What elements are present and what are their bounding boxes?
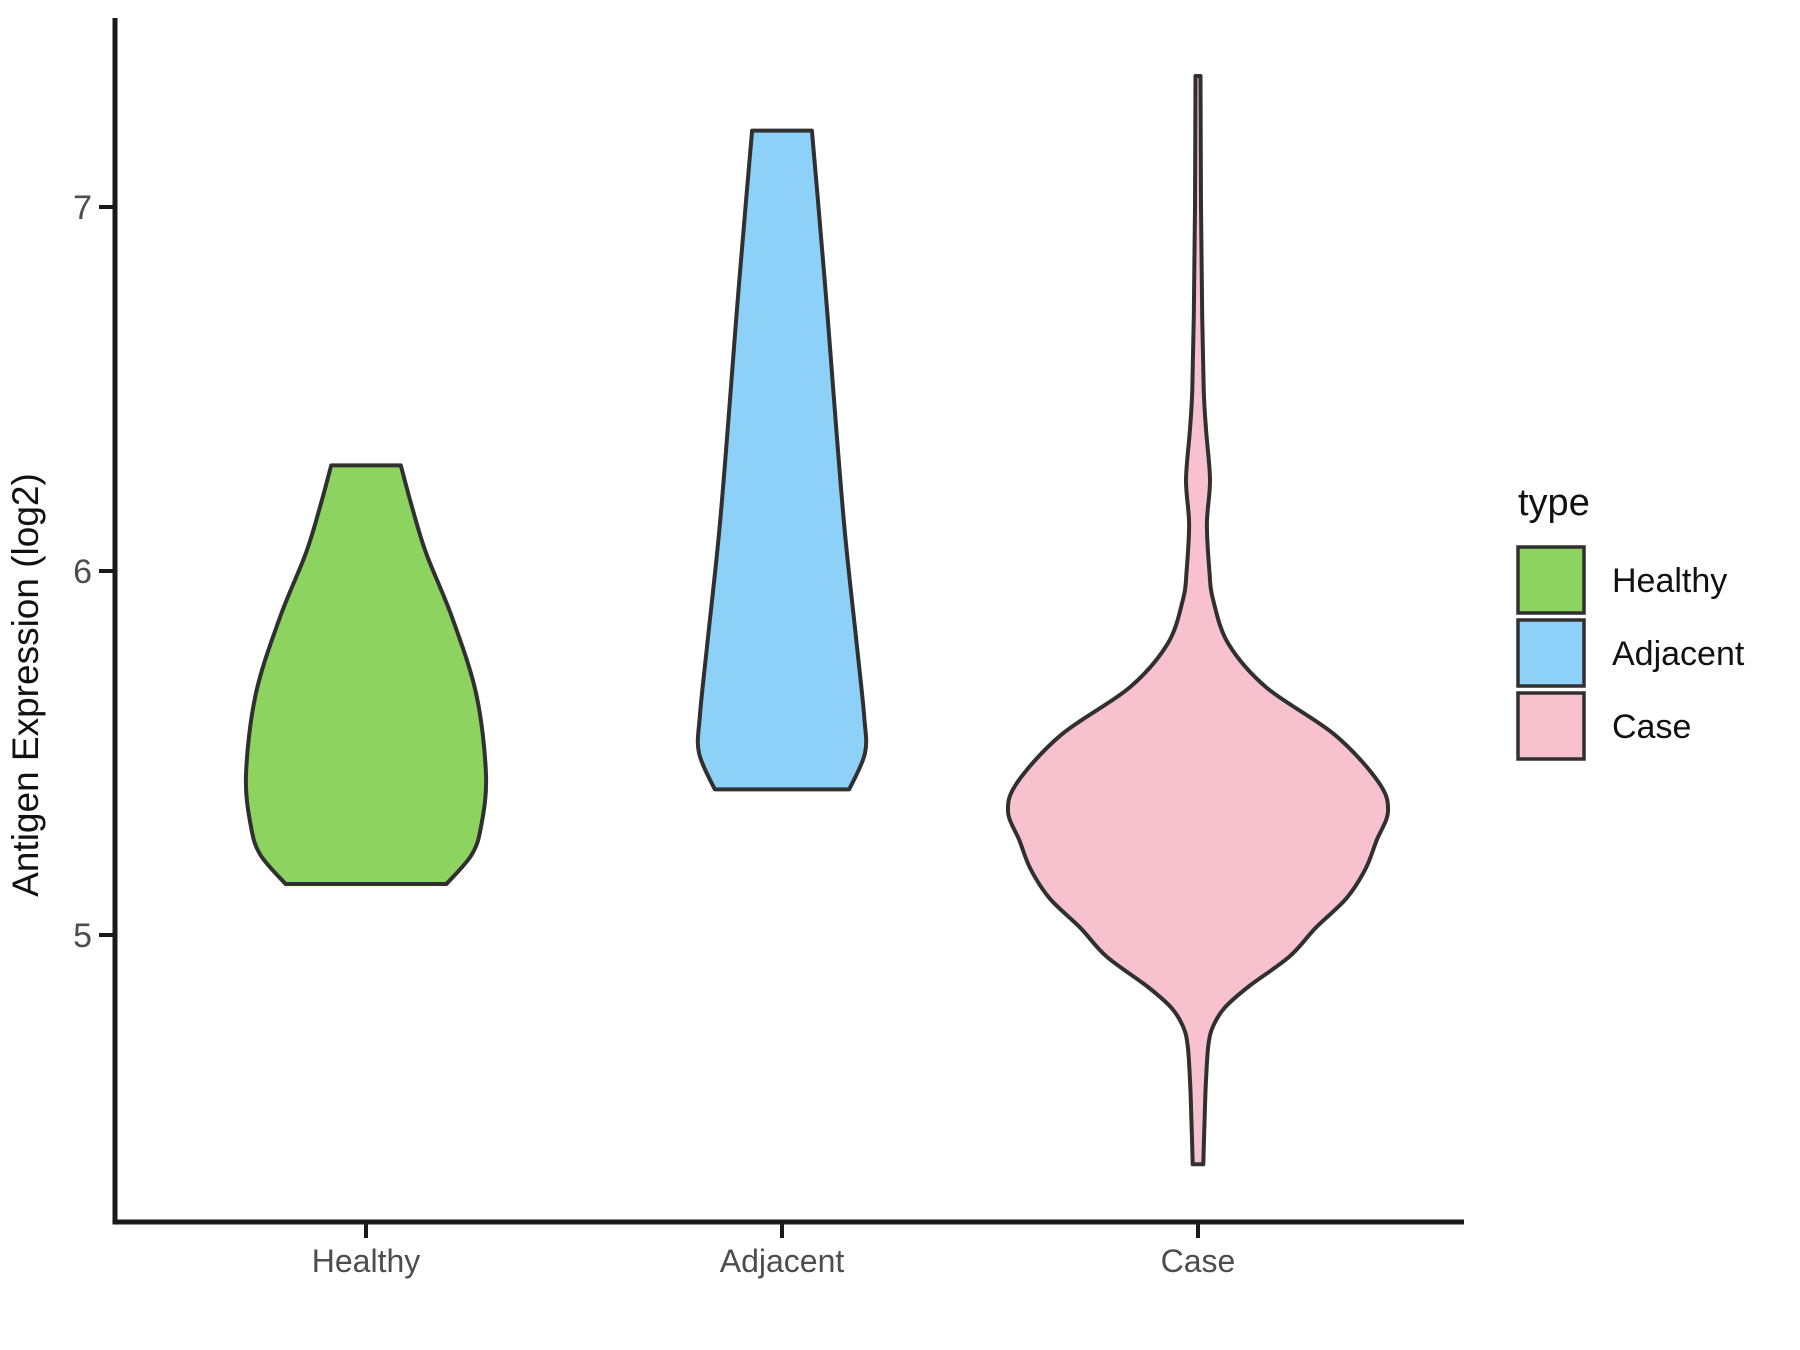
legend-title: type [1518,482,1590,524]
x-category-label-healthy: Healthy [312,1243,421,1279]
y-tick-label: 6 [73,553,92,591]
y-tick-label: 5 [73,917,92,955]
violin-adjacent [695,128,869,792]
violin-healthy [243,463,489,886]
legend-label-healthy: Healthy [1612,562,1727,600]
legend-key-adjacent [1516,618,1586,688]
legend-key-case [1516,691,1586,761]
violin-case [1005,74,1391,1167]
legend-label-adjacent: Adjacent [1612,635,1745,673]
legend-label-case: Case [1612,708,1691,746]
x-category-label-case: Case [1161,1243,1236,1279]
y-tick-label: 7 [73,189,92,227]
y-axis-title: Antigen Expression (log2) [5,473,46,897]
legend-key-healthy [1516,545,1586,615]
x-category-label-adjacent: Adjacent [720,1243,845,1279]
